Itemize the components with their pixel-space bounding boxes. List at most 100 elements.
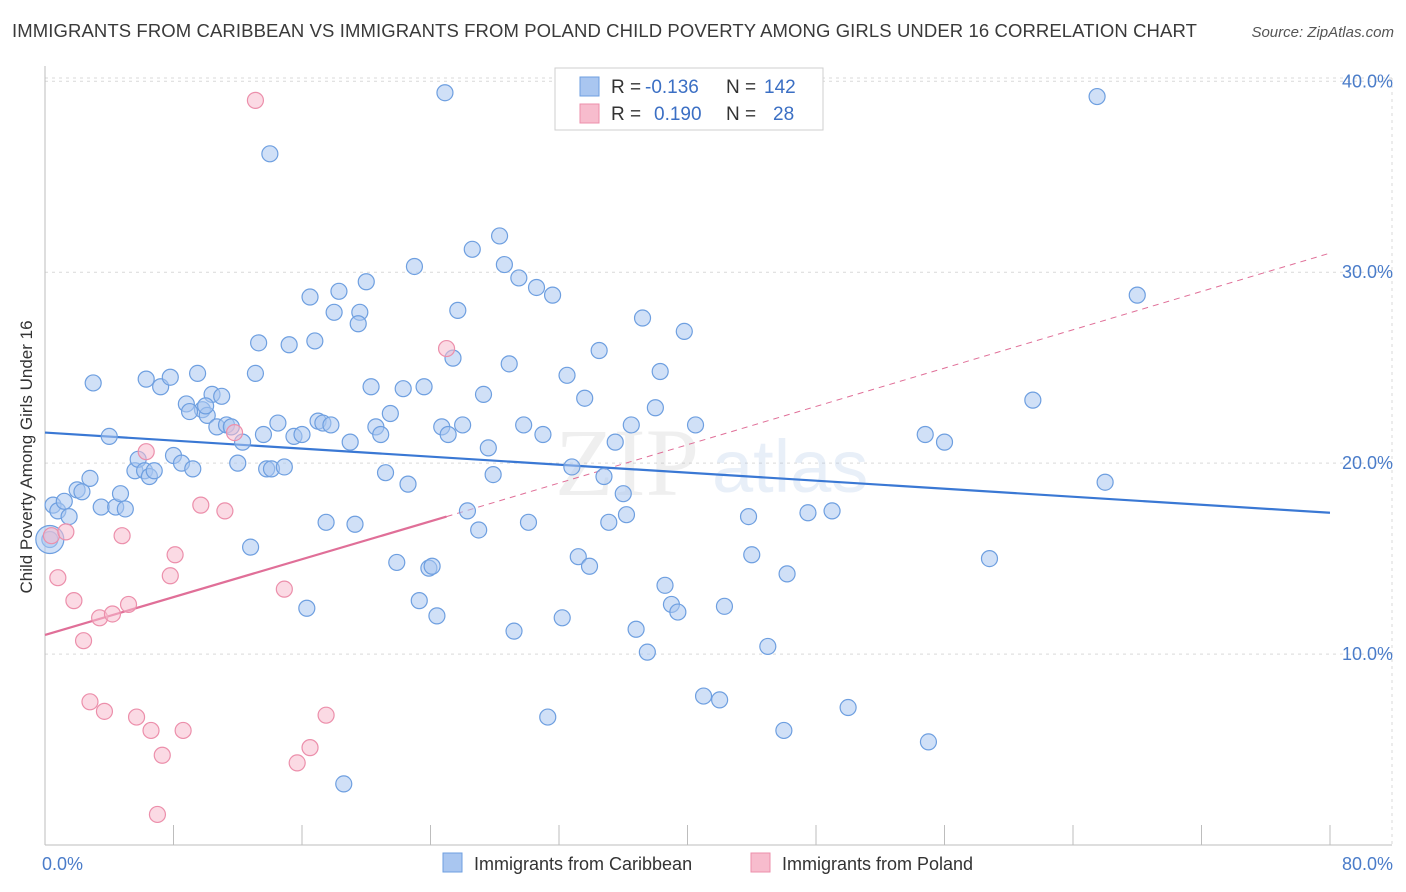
caribbean-point-117 [669, 603, 687, 621]
caribbean-point-141 [197, 397, 215, 415]
caribbean-point-47 [298, 599, 316, 617]
poland-point-13 [142, 721, 160, 740]
caribbean-point-108 [617, 506, 636, 524]
caribbean-point-4 [60, 507, 78, 526]
caribbean-point-139 [436, 84, 454, 102]
caribbean-point-54 [325, 303, 343, 321]
caribbean-point-86 [490, 227, 509, 245]
caribbean-point-114 [651, 362, 669, 381]
legend-swatch-poland [579, 103, 600, 124]
caribbean-point-55 [330, 282, 348, 300]
caribbean-point-91 [515, 416, 533, 434]
caribbean-point-96 [543, 286, 562, 304]
caribbean-point-43 [275, 458, 293, 476]
caribbean-point-49 [306, 332, 324, 350]
caribbean-point-121 [711, 691, 729, 709]
legend-n-label-caribbean: N = [726, 77, 756, 98]
poland-point-24 [301, 739, 319, 757]
caribbean-point-18 [84, 374, 102, 392]
caribbean-point-61 [362, 378, 380, 396]
caribbean-point-79 [454, 416, 472, 434]
legend-r-value-caribbean: -0.136 [645, 77, 699, 98]
caribbean-point-107 [614, 485, 632, 503]
legend-r-label-caribbean: R = [611, 77, 641, 98]
legend-n-label-poland: N = [726, 104, 756, 125]
poland-point-10 [119, 595, 138, 614]
y-axis-label: Child Poverty Among Girls Under 16 [17, 320, 36, 593]
caribbean-point-25 [184, 460, 202, 478]
poland-point-4 [74, 632, 93, 650]
correlation-legend: R = -0.136 N = 142 R = 0.190 N = 28 [554, 67, 824, 131]
bottom-legend-label-caribbean: Immigrants from Caribbean [474, 854, 692, 874]
caribbean-point-118 [675, 322, 693, 340]
caribbean-point-97 [553, 609, 571, 627]
caribbean-point-87 [495, 255, 513, 274]
caribbean-point-90 [510, 269, 528, 287]
poland-point-23 [288, 754, 306, 772]
poland-point-8 [103, 605, 122, 623]
bottom-legend-swatch-poland [750, 852, 771, 873]
poland-point-21 [246, 91, 265, 109]
y-tick-labels: 10.0% 20.0% 30.0% 40.0% [1342, 71, 1393, 664]
poland-point-11 [127, 708, 146, 726]
caribbean-point-113 [646, 399, 664, 417]
caribbean-point-128 [799, 504, 817, 522]
bottom-legend-label-poland: Immigrants from Poland [782, 854, 973, 874]
series-poland-points [42, 91, 456, 824]
caribbean-point-133 [935, 433, 954, 451]
caribbean-point-9 [100, 427, 118, 446]
legend-n-value-caribbean: 142 [764, 77, 796, 98]
caribbean-point-63 [372, 425, 390, 444]
caribbean-point-119 [686, 416, 705, 434]
caribbean-point-92 [519, 513, 538, 531]
source-credit: Source: ZipAtlas.com [1251, 24, 1394, 41]
watermark: ZIP atlas [555, 409, 868, 516]
caribbean-point-34 [229, 454, 247, 472]
caribbean-point-95 [539, 708, 557, 726]
caribbean-point-124 [743, 546, 761, 564]
legend-n-value-poland: 28 [773, 104, 794, 125]
caribbean-point-142 [180, 402, 199, 421]
caribbean-point-120 [694, 687, 713, 705]
caribbean-point-39 [254, 425, 273, 444]
caribbean-point-58 [346, 515, 364, 533]
caribbean-point-11 [111, 485, 130, 503]
caribbean-point-83 [474, 385, 493, 404]
poland-point-9 [113, 527, 131, 545]
caribbean-point-21 [161, 368, 179, 386]
x-tick-label-0: 0.0% [42, 854, 83, 874]
caribbean-point-94 [534, 425, 552, 444]
poland-point-14 [153, 746, 171, 764]
series-caribbean-points [35, 84, 1146, 793]
caribbean-point-64 [376, 464, 395, 482]
caribbean-point-126 [775, 721, 793, 740]
axes [44, 66, 1392, 846]
caribbean-point-131 [916, 425, 934, 444]
caribbean-point-138 [1128, 286, 1146, 304]
legend-r-value-poland: 0.190 [654, 104, 702, 125]
caribbean-point-3 [55, 492, 73, 510]
bottom-legend-swatch-caribbean [442, 852, 463, 873]
poland-point-26 [437, 339, 456, 358]
caribbean-point-127 [778, 565, 796, 583]
caribbean-point-135 [1024, 391, 1042, 409]
caribbean-point-85 [484, 465, 502, 484]
chart-title: IMMIGRANTS FROM CARIBBEAN VS IMMIGRANTS … [12, 20, 1197, 41]
caribbean-point-60 [357, 273, 375, 291]
caribbean-point-137 [1096, 473, 1114, 491]
caribbean-point-57 [341, 433, 359, 451]
legend-r-label-poland: R = [611, 104, 641, 125]
caribbean-point-46 [293, 425, 311, 444]
legend-box [554, 67, 824, 131]
caribbean-point-122 [715, 597, 734, 615]
poland-point-7 [95, 702, 114, 720]
caribbean-point-123 [739, 507, 758, 526]
caribbean-point-12 [116, 500, 134, 518]
poland-point-0 [42, 527, 61, 545]
caribbean-point-6 [73, 483, 91, 501]
caribbean-point-19 [137, 370, 155, 388]
poland-point-3 [65, 592, 83, 610]
caribbean-point-78 [449, 301, 467, 319]
caribbean-point-67 [394, 380, 412, 398]
caribbean-point-53 [322, 416, 340, 434]
